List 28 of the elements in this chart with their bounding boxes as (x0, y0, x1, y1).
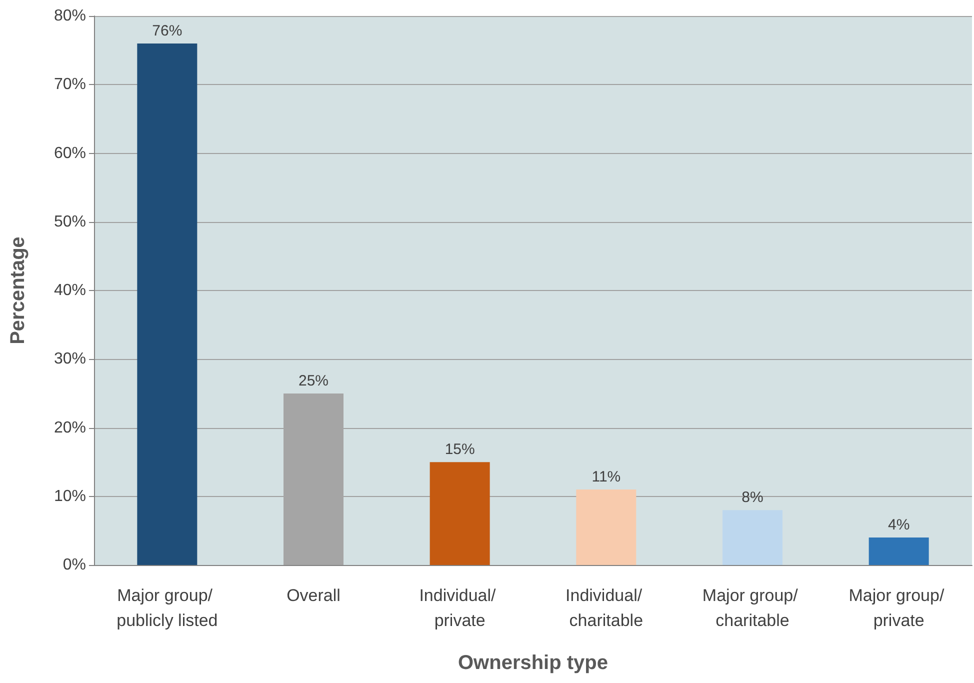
y-tick-label: 30% (54, 350, 86, 368)
x-axis-title: Ownership type (458, 652, 608, 674)
bar (868, 538, 929, 565)
bar (137, 43, 198, 565)
x-tick-label: Major group/ private (848, 586, 949, 630)
x-tick-label: Major group/ charitable (702, 586, 803, 630)
x-tick-label: Individual/ charitable (566, 586, 647, 630)
data-label: 11% (592, 468, 621, 486)
bar (722, 510, 782, 565)
y-tick-label: 50% (54, 213, 86, 230)
x-tick-label: Individual/ private (419, 586, 500, 630)
y-tick-label: 40% (54, 282, 86, 299)
data-label: 8% (742, 489, 764, 506)
y-tick-label: 70% (54, 76, 86, 94)
y-tick-label: 60% (54, 144, 86, 162)
data-label: 15% (444, 441, 475, 458)
x-tick-label: Major group/ publicly listed (116, 586, 218, 630)
bar (576, 490, 636, 565)
bar (430, 462, 490, 565)
y-tick-label: 20% (54, 419, 86, 436)
y-tick-label: 10% (54, 488, 86, 505)
data-label: 25% (298, 372, 329, 390)
data-label: 4% (888, 516, 910, 534)
y-axis-title: Percentage (7, 236, 29, 344)
x-tick-label: Overall (286, 586, 340, 605)
data-label: 76% (152, 22, 182, 40)
y-tick-label: 0% (62, 556, 86, 574)
y-tick-label: 80% (54, 8, 86, 24)
